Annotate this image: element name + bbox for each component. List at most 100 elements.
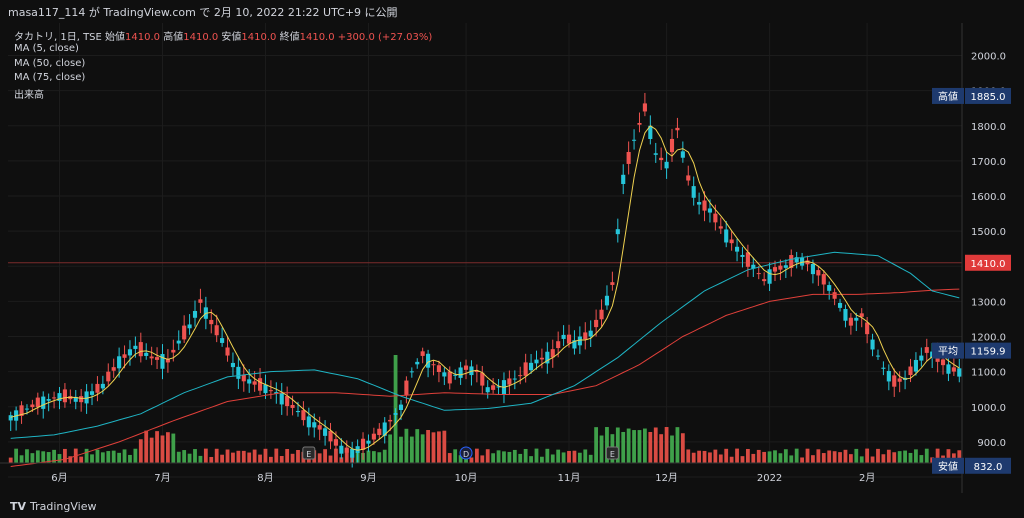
volume-bar [773, 450, 777, 463]
volume-bar [502, 451, 506, 463]
candle-body [19, 405, 24, 416]
x-tick-label: 6月 [51, 472, 67, 484]
candle-body [268, 390, 273, 392]
volume-bar [458, 455, 463, 463]
x-tick-label: 10月 [455, 472, 478, 484]
volume-bar [404, 428, 409, 463]
candle-body [550, 349, 555, 358]
candle-body [453, 374, 458, 376]
volume-bar [751, 453, 756, 463]
volume-bar [209, 456, 214, 463]
volume-bar [247, 452, 252, 463]
price-label-box [965, 342, 1011, 359]
candle-body [908, 366, 913, 376]
volume-bar [366, 450, 371, 463]
chart-background [0, 23, 1024, 518]
candle-body [827, 285, 832, 291]
volume-bar [220, 454, 225, 463]
volume-bar [399, 436, 403, 463]
legend-low-value: 1410.0 [241, 32, 277, 43]
volume-bar [279, 456, 284, 463]
volume-bar [778, 453, 783, 463]
candle-body [740, 254, 745, 257]
x-tick-label: 2022 [757, 473, 782, 484]
candle-body [117, 356, 122, 369]
candle-body [518, 375, 523, 377]
volume-bar [914, 449, 918, 463]
volume-bar [870, 456, 875, 463]
volume-bar [946, 449, 951, 463]
candle-body [957, 368, 962, 377]
volume-bar [133, 448, 138, 463]
tradingview-brand[interactable]: 𝗧𝗩 TradingView [10, 500, 97, 513]
candle-body [323, 428, 328, 436]
candle-body [301, 410, 306, 421]
volume-bar [241, 450, 246, 463]
volume-bar [697, 450, 702, 463]
candle-body [160, 354, 165, 369]
candle-body [431, 364, 436, 366]
volume-bar [138, 439, 143, 463]
volume-bar [518, 453, 523, 463]
volume-bar [334, 448, 338, 463]
volume-bar [713, 449, 718, 463]
volume-bar [735, 448, 739, 463]
candle-body [30, 404, 35, 408]
candle-body [192, 310, 198, 318]
volume-bar [675, 427, 680, 463]
candle-body [848, 317, 853, 326]
candle-body [632, 139, 637, 141]
earnings-marker [605, 446, 619, 460]
volume-bar [534, 448, 539, 463]
legend-open-label: 始値 [105, 32, 126, 43]
ma50-line [10, 251, 960, 439]
volume-bar [827, 450, 832, 463]
candle-body [724, 229, 729, 243]
volume-bar [800, 457, 804, 463]
volume-bar [258, 454, 262, 463]
candle-body [442, 372, 447, 377]
price-chart[interactable]: EDE900.01000.01100.01200.01300.01400.015… [0, 23, 1024, 518]
legend-volume[interactable]: 出来高 [14, 90, 44, 101]
candle-body [279, 392, 284, 405]
event-marker-label: E [610, 450, 615, 459]
volume-bar [409, 436, 414, 463]
candle-body [426, 353, 431, 368]
candle-body [35, 397, 40, 408]
candle-body [409, 371, 414, 373]
volume-bar [957, 450, 962, 463]
x-tick-label: 7月 [154, 472, 170, 484]
candle-body [566, 334, 572, 344]
x-tick-label: 8月 [257, 472, 273, 484]
candle-body [371, 433, 376, 440]
legend-ma5[interactable]: MA (5, close) [14, 43, 79, 54]
legend-ma50[interactable]: MA (50, close) [14, 58, 86, 69]
candle-body [187, 324, 192, 329]
volume-bar [718, 454, 723, 463]
volume-bar [193, 449, 197, 463]
volume-bar [95, 449, 100, 463]
price-label-box [965, 87, 1011, 104]
volume-bar [90, 454, 94, 463]
candle-body [420, 351, 425, 356]
candle-body [865, 322, 870, 335]
volume-bar [626, 428, 631, 463]
candle-body [772, 267, 778, 272]
candle-body [312, 422, 317, 428]
candle-body [57, 393, 62, 401]
candle-body [257, 378, 263, 391]
volume-bar [512, 449, 517, 463]
volume-bar [594, 427, 599, 463]
volume-bar [886, 449, 891, 463]
candle-body [198, 299, 203, 303]
volume-bar [783, 449, 788, 463]
candle-body [214, 325, 219, 336]
volume-bar [46, 452, 51, 463]
volume-bar [63, 448, 67, 463]
volume-bar [122, 449, 127, 463]
legend-ma75[interactable]: MA (75, close) [14, 72, 86, 83]
legend-high-label: 高値 [163, 32, 184, 43]
volume-bar [442, 430, 447, 463]
price-label-tag [932, 457, 964, 474]
volume-bar [252, 449, 257, 463]
